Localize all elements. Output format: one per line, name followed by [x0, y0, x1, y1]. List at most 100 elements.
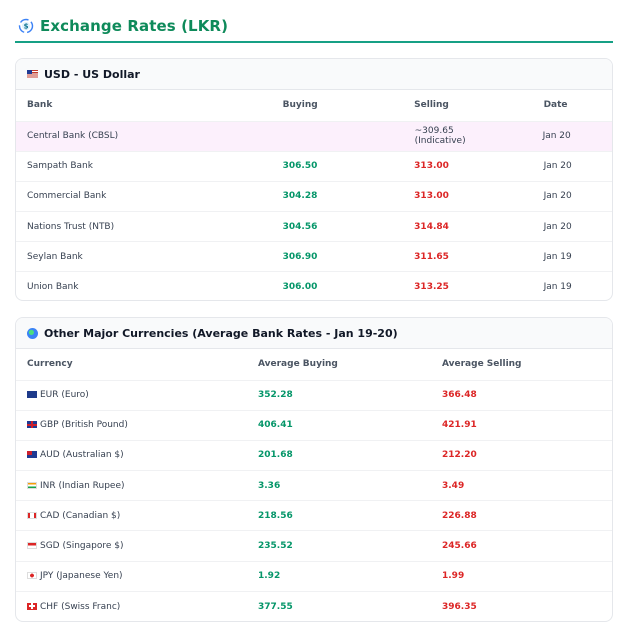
currency-name: SGD (Singapore $)	[40, 541, 124, 552]
rate-date: Jan 19	[483, 241, 612, 273]
col-average-buying: Average Buying	[258, 349, 442, 381]
table-row: SGD (Singapore $) 235.52 245.66	[16, 530, 612, 562]
bank-name: Union Bank	[27, 282, 79, 293]
average-selling: 226.88	[442, 500, 612, 532]
selling-rate: 313.00	[355, 181, 484, 213]
buying-rate: 306.90	[224, 241, 356, 273]
currency-name: CAD (Canadian $)	[40, 510, 121, 521]
buying-rate: 306.00	[282, 282, 318, 293]
average-buying: 218.56	[258, 500, 442, 532]
currency-name: EUR (Euro)	[40, 390, 89, 401]
table-row: Seylan Bank 306.90 311.65 Jan 19	[16, 241, 612, 273]
bank-name: Commercial Bank	[16, 181, 225, 213]
globe-icon	[27, 327, 38, 339]
col-selling: Selling	[355, 90, 484, 122]
currency-cell: JPY (Japanese Yen)	[16, 561, 258, 592]
rate-date: Jan 20	[483, 151, 612, 182]
svg-text:$: $	[24, 22, 29, 30]
currency-name: AUD (Australian $)	[40, 450, 124, 461]
col-date: Date	[483, 90, 612, 122]
currency-cell: CAD (Canadian $)	[16, 500, 258, 532]
table-row-cbsl: Central Bank (CBSL) ~309.65 (Indicative)…	[16, 121, 612, 152]
currency-cell: CHF (Swiss Franc)	[16, 591, 258, 621]
bank-name: Seylan Bank	[16, 241, 225, 273]
rate-date: Jan 20	[483, 211, 612, 243]
other-title-text: Other Major Currencies (Average Bank Rat…	[44, 326, 398, 340]
currency-name: GBP (British Pound)	[40, 420, 128, 431]
average-selling: 1.99	[442, 561, 612, 592]
table-row: EUR (Euro) 352.28 366.48	[16, 380, 612, 411]
selling-rate: 314.84	[355, 211, 484, 243]
average-buying: 377.55	[258, 601, 293, 612]
currency-cell: GBP (British Pound)	[16, 410, 258, 441]
table-row: Nations Trust (NTB) 304.56 314.84 Jan 20	[16, 211, 612, 243]
table-header-row: Currency Average Buying Average Selling	[16, 349, 612, 381]
usd-rates-table: Bank Buying Selling Date Central Bank (C…	[16, 90, 612, 300]
indicative-rate: ~309.65 (Indicative)	[224, 121, 484, 152]
table-row: AUD (Australian $) 201.68 212.20	[16, 440, 612, 472]
rate-date: Jan 20	[483, 121, 612, 152]
col-buying: Buying	[224, 90, 356, 122]
bank-name: Central Bank (CBSL)	[16, 121, 225, 152]
average-selling: 396.35	[442, 601, 477, 612]
table-row: GBP (British Pound) 406.41 421.91	[16, 410, 612, 441]
currency-cell: SGD (Singapore $)	[16, 530, 258, 562]
currency-name: JPY (Japanese Yen)	[40, 571, 123, 582]
average-buying: 235.52	[258, 530, 442, 562]
buying-rate: 304.56	[224, 211, 356, 243]
usd-title-text: USD - US Dollar	[44, 67, 140, 81]
currency-exchange-icon: $	[18, 18, 34, 33]
average-buying: 3.36	[258, 470, 442, 502]
average-selling: 366.48	[442, 380, 612, 411]
average-selling: 421.91	[442, 410, 612, 441]
table-row: JPY (Japanese Yen) 1.92 1.99	[16, 561, 612, 592]
switzerland-flag-icon	[27, 602, 37, 610]
india-flag-icon	[27, 481, 37, 489]
average-buying: 201.68	[258, 440, 442, 472]
average-selling: 245.66	[442, 530, 612, 562]
table-row: CHF (Swiss Franc) 377.55 396.35	[16, 591, 612, 621]
us-flag-icon	[27, 70, 38, 78]
rate-date: Jan 19	[543, 282, 572, 293]
table-row: CAD (Canadian $) 218.56 226.88	[16, 500, 612, 532]
uk-flag-icon	[27, 421, 37, 429]
table-row: Sampath Bank 306.50 313.00 Jan 20	[16, 151, 612, 182]
table-row: INR (Indian Rupee) 3.36 3.49	[16, 470, 612, 502]
usd-rates-card: USD - US Dollar Bank Buying Selling Date…	[15, 58, 613, 301]
selling-rate: 311.65	[355, 241, 484, 273]
other-currencies-card: Other Major Currencies (Average Bank Rat…	[15, 317, 613, 622]
average-selling: 3.49	[442, 470, 612, 502]
australia-flag-icon	[27, 451, 37, 459]
japan-flag-icon	[27, 572, 37, 580]
table-header-row: Bank Buying Selling Date	[16, 90, 612, 122]
selling-rate: 313.00	[355, 151, 484, 182]
other-card-title: Other Major Currencies (Average Bank Rat…	[16, 318, 612, 349]
currency-name: CHF (Swiss Franc)	[40, 601, 121, 612]
page-header: $ Exchange Rates (LKR)	[15, 10, 613, 43]
eu-flag-icon	[27, 391, 37, 399]
page-title: Exchange Rates (LKR)	[40, 16, 229, 35]
currency-cell: INR (Indian Rupee)	[16, 470, 258, 502]
average-buying: 1.92	[258, 561, 442, 592]
currency-name: INR (Indian Rupee)	[40, 480, 125, 491]
average-selling: 212.20	[442, 440, 612, 472]
table-row: Commercial Bank 304.28 313.00 Jan 20	[16, 181, 612, 213]
col-average-selling: Average Selling	[442, 349, 612, 381]
currency-cell: AUD (Australian $)	[16, 440, 258, 472]
buying-rate: 306.50	[224, 151, 356, 182]
currency-cell: EUR (Euro)	[16, 380, 258, 411]
rate-date: Jan 20	[483, 181, 612, 213]
other-currencies-table: Currency Average Buying Average Selling …	[16, 349, 612, 621]
selling-rate: 313.25	[414, 282, 449, 293]
table-row: Union Bank 306.00 313.25 Jan 19	[16, 272, 612, 300]
bank-name: Nations Trust (NTB)	[16, 211, 225, 243]
col-bank: Bank	[16, 90, 225, 122]
singapore-flag-icon	[27, 542, 37, 550]
usd-card-title: USD - US Dollar	[16, 59, 612, 90]
bank-name: Sampath Bank	[16, 151, 225, 182]
average-buying: 406.41	[258, 410, 442, 441]
average-buying: 352.28	[258, 380, 442, 411]
canada-flag-icon	[27, 511, 37, 519]
buying-rate: 304.28	[224, 181, 356, 213]
col-currency: Currency	[16, 349, 258, 381]
